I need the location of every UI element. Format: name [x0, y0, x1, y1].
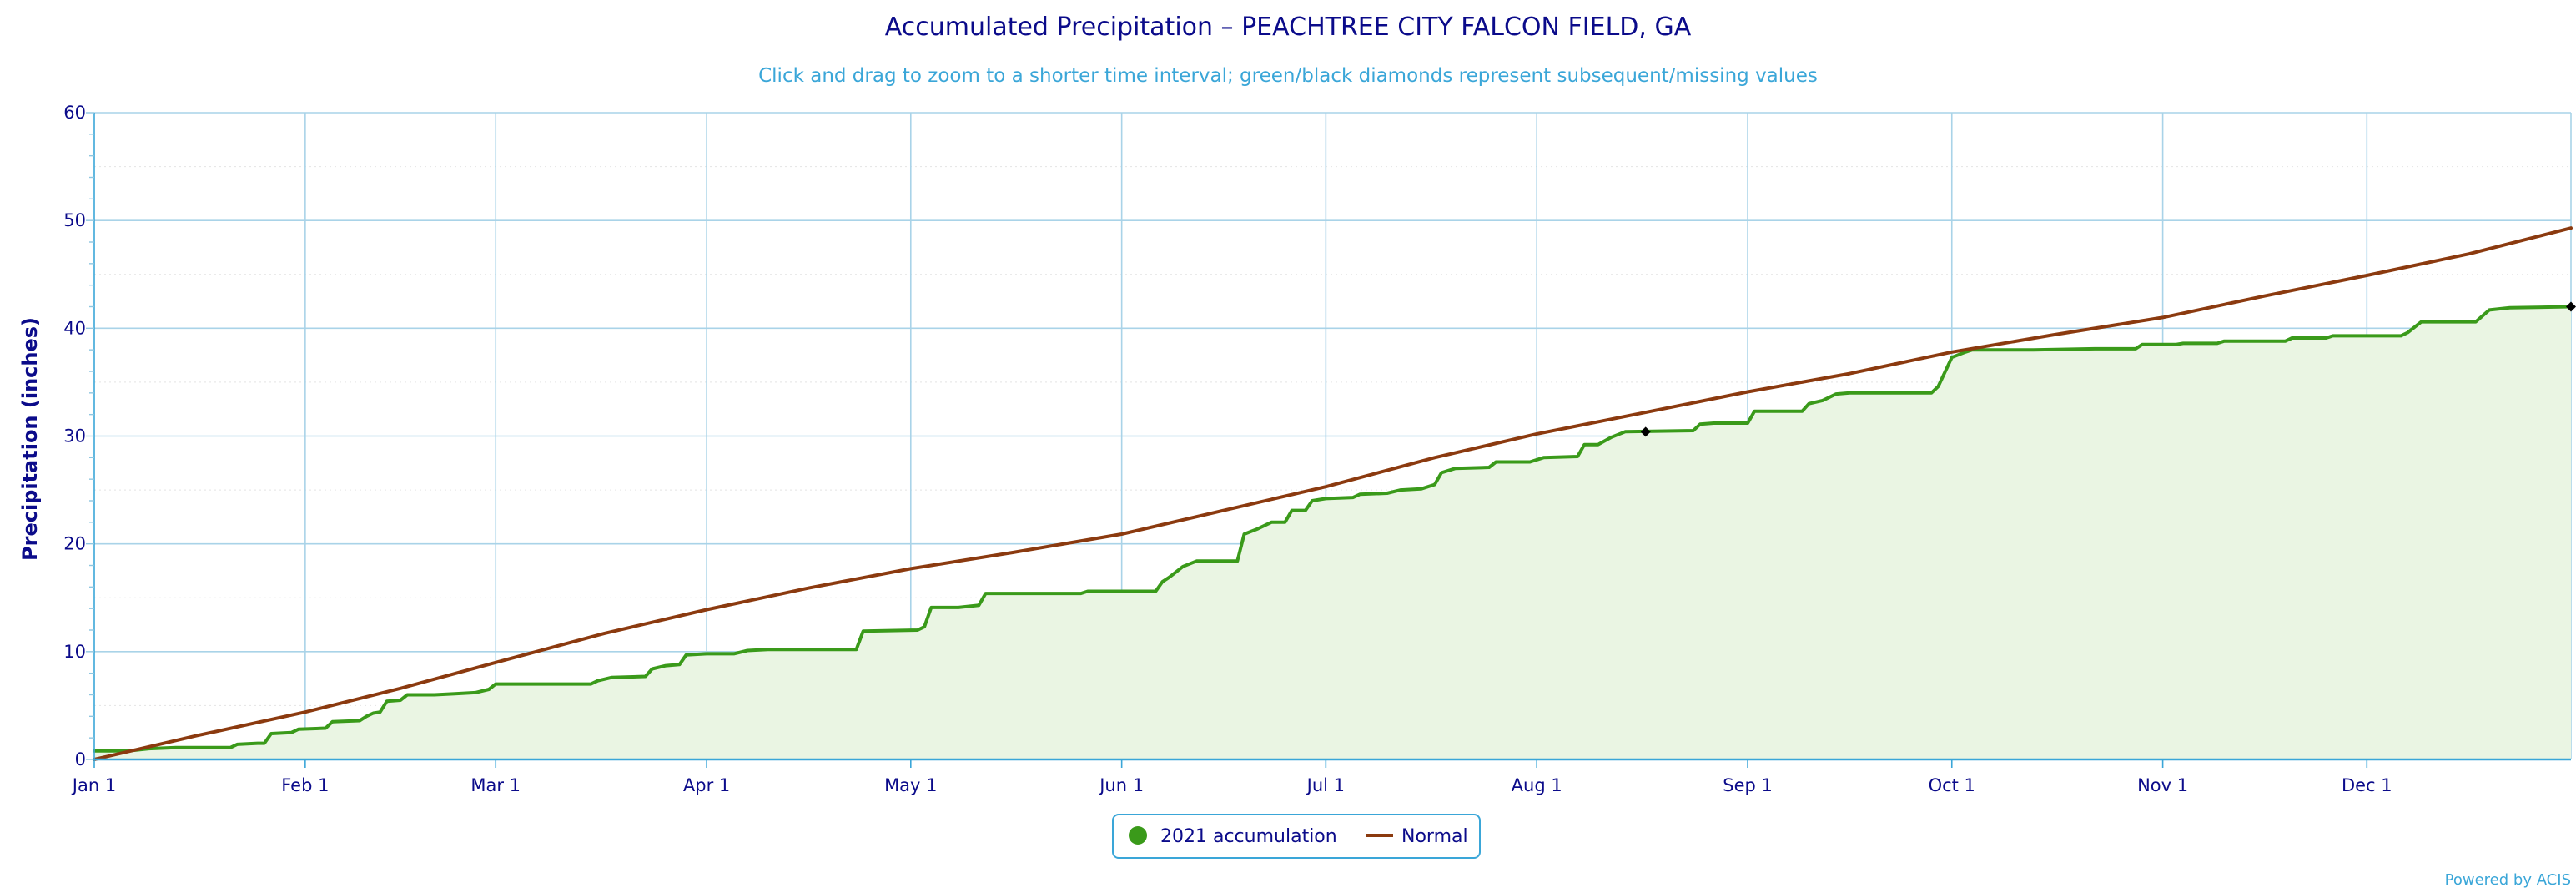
legend-swatch-2021 [1129, 826, 1147, 845]
credit-link[interactable]: Powered by ACIS [2445, 871, 2571, 889]
x-tick-label-may-1: May 1 [884, 775, 937, 795]
x-tick-label-sep-1: Sep 1 [1723, 775, 1773, 795]
x-tick-label-oct-1: Oct 1 [1929, 775, 1975, 795]
series-area-2021-accumulation [94, 306, 2571, 759]
legend-label-2021[interactable]: 2021 accumulation [1160, 826, 1337, 847]
series-line-normal[interactable] [93, 226, 2573, 761]
y-tick-labels: 0 10 20 30 40 50 60 [63, 103, 86, 769]
x-tick-label-dec-1: Dec 1 [2342, 775, 2392, 795]
axes [86, 112, 2571, 768]
x-tick-label-feb-1: Feb 1 [281, 775, 329, 795]
x-tick-label-mar-1: Mar 1 [470, 775, 521, 795]
y-tick-label-60: 60 [63, 103, 86, 123]
x-tick-label-aug-1: Aug 1 [1512, 775, 1562, 795]
y-tick-label-50: 50 [63, 210, 86, 230]
chart-title: Accumulated Precipitation – PEACHTREE CI… [885, 13, 1692, 42]
y-tick-label-10: 10 [63, 642, 86, 662]
chart-subtitle: Click and drag to zoom to a shorter time… [758, 65, 1818, 87]
legend[interactable]: 2021 accumulation Normal [1112, 814, 1481, 859]
x-tick-labels: Jan 1 Feb 1 Mar 1 Apr 1 May 1 Jun 1 Jul 1 Aug 1… [71, 775, 2392, 795]
y-tick-label-0: 0 [75, 749, 86, 769]
legend-box [1112, 814, 1481, 859]
diamond-marker-1[interactable] [2566, 301, 2576, 312]
y-tick-label-40: 40 [63, 318, 86, 338]
series-line-2021-accumulation[interactable] [93, 305, 2573, 753]
x-tick-label-jun-1: Jun 1 [1098, 775, 1144, 795]
x-tick-label-apr-1: Apr 1 [683, 775, 730, 795]
x-tick-label-nov-1: Nov 1 [2137, 775, 2188, 795]
y-axis-label: Precipitation (inches) [18, 317, 42, 561]
legend-label-normal[interactable]: Normal [1401, 826, 1468, 847]
x-tick-label-jan-1: Jan 1 [71, 775, 116, 795]
y-tick-label-20: 20 [63, 534, 86, 554]
markers-layer [1640, 301, 2576, 437]
x-tick-label-jul-1: Jul 1 [1306, 775, 1345, 795]
series-layer [93, 226, 2573, 761]
diamond-marker-0[interactable] [1640, 426, 1651, 437]
y-tick-label-30: 30 [63, 426, 86, 446]
